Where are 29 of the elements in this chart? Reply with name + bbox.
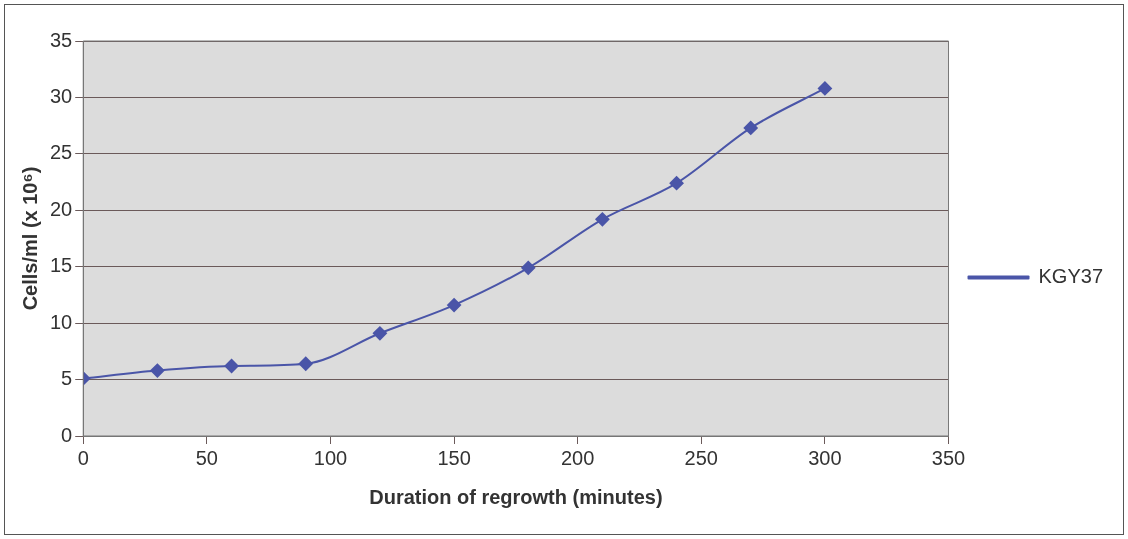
y-tick-label: 25 bbox=[50, 141, 73, 164]
y-tick-label: 5 bbox=[61, 367, 73, 390]
x-tick-label: 350 bbox=[931, 446, 966, 469]
y-tick-label: 0 bbox=[61, 423, 73, 446]
y-tick-label: 30 bbox=[50, 84, 73, 107]
point bbox=[743, 120, 758, 135]
x-axis-title: Duration of regrowth (minutes) bbox=[369, 485, 663, 508]
point bbox=[595, 212, 610, 227]
x-tick-label: 50 bbox=[195, 446, 218, 469]
point bbox=[150, 363, 165, 378]
x-tick-label: 250 bbox=[684, 446, 718, 469]
x-tick-label: 150 bbox=[437, 446, 471, 469]
y-axis-title: Cells/ml (x 10⁶) bbox=[18, 166, 41, 311]
legend-label: KGY37 bbox=[1038, 265, 1103, 288]
y-tick-label: 15 bbox=[50, 254, 73, 277]
y-tick-label: 10 bbox=[50, 310, 73, 333]
y-tick-label: 20 bbox=[50, 197, 73, 220]
point bbox=[224, 359, 239, 374]
point bbox=[669, 176, 684, 191]
x-tick-label: 300 bbox=[808, 446, 842, 469]
point bbox=[817, 81, 832, 96]
x-tick-label: 0 bbox=[77, 446, 89, 469]
x-tick-label: 100 bbox=[313, 446, 348, 469]
y-tick-label: 35 bbox=[50, 28, 73, 51]
point bbox=[447, 298, 462, 313]
point bbox=[298, 356, 313, 371]
x-tick-label: 200 bbox=[561, 446, 595, 469]
point bbox=[372, 326, 387, 341]
point bbox=[521, 260, 536, 275]
